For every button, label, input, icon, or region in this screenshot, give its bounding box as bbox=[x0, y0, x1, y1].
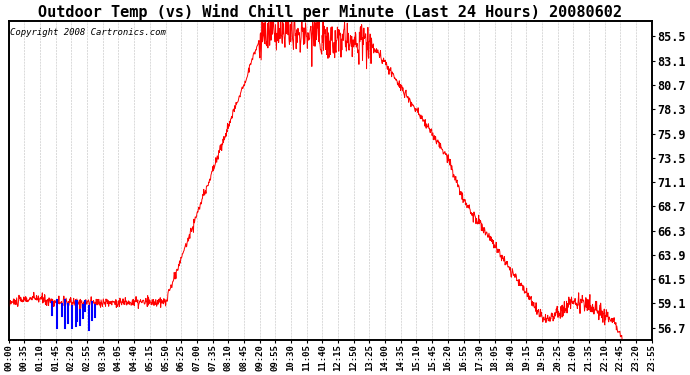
Title: Outdoor Temp (vs) Wind Chill per Minute (Last 24 Hours) 20080602: Outdoor Temp (vs) Wind Chill per Minute … bbox=[38, 4, 622, 20]
Text: Copyright 2008 Cartronics.com: Copyright 2008 Cartronics.com bbox=[10, 28, 166, 37]
